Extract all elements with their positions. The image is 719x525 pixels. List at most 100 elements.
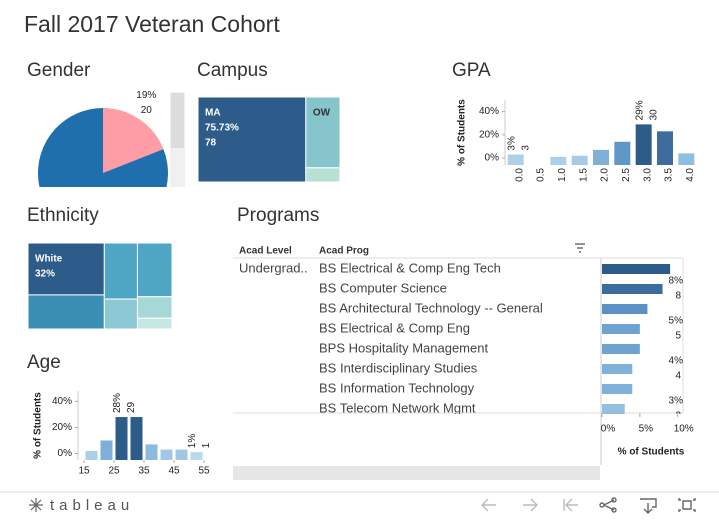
logo-text: tableau — [50, 497, 134, 514]
x-tick-label: 25 — [108, 466, 120, 477]
value-label: 19% — [136, 90, 156, 101]
row-label: BS Information Technology — [319, 380, 475, 395]
value-label: 28% — [112, 393, 123, 413]
treemap-cell — [27, 242, 105, 296]
treemap-cell — [103, 242, 138, 300]
y-tick-label: 20% — [479, 129, 499, 140]
bar — [657, 131, 673, 165]
treemap-cell — [305, 96, 341, 169]
bar — [507, 154, 524, 165]
x-tick-label: 0.0 — [514, 168, 525, 182]
bar — [602, 284, 663, 294]
value-label: 1% — [187, 434, 198, 449]
x-tick-label: 15 — [78, 466, 90, 477]
row-label: BS Interdisciplinary Studies — [319, 360, 478, 375]
x-tick-label: 55 — [198, 466, 210, 477]
y-tick-label: 0% — [485, 153, 500, 164]
count-label: 78 — [205, 138, 217, 149]
x-tick-label: 2.5 — [621, 168, 632, 182]
scroll-thumb[interactable] — [171, 93, 184, 148]
chart-title: Ethnicity — [27, 205, 99, 226]
sort-icon[interactable] — [575, 243, 585, 253]
histogram-bar — [175, 449, 188, 460]
value-label: 3% — [506, 136, 517, 151]
share-button[interactable] — [599, 497, 617, 513]
x-tick-label: 3.0 — [642, 168, 653, 182]
column-header: Acad Level — [239, 246, 292, 257]
row-label: BS Telecom Network Mgmt — [319, 400, 476, 415]
x-tick-label: 10% — [674, 424, 694, 435]
y-axis-title: % of Students — [457, 99, 468, 166]
bar — [602, 324, 640, 334]
count-label: 4 — [675, 371, 681, 382]
histogram-bar — [190, 452, 203, 460]
bar — [678, 153, 695, 165]
bar — [550, 156, 567, 165]
y-tick-label: 0% — [58, 448, 73, 459]
row-label: BS Architectural Technology -- General — [319, 300, 543, 315]
bar — [602, 344, 640, 354]
count-label: 3 — [675, 411, 681, 422]
column-header: Acad Prog — [319, 246, 369, 257]
x-tick-label: 4.0 — [685, 168, 696, 182]
count-label: 8 — [675, 291, 681, 302]
treemap-cell — [136, 317, 173, 330]
treemap-cell — [103, 298, 138, 330]
y-tick-label: 40% — [52, 396, 72, 407]
treemap-cell — [136, 296, 173, 319]
bar — [635, 124, 652, 165]
download-button[interactable] — [640, 498, 657, 514]
y-tick-label: 40% — [479, 106, 499, 117]
row-label: BS Computer Science — [319, 280, 447, 295]
count-label: 29 — [126, 401, 137, 413]
value-label: 29% — [634, 100, 645, 120]
chart-title: Gender — [27, 60, 91, 81]
value-label: 8% — [669, 276, 684, 287]
histogram-bar — [85, 450, 98, 460]
bar — [593, 149, 609, 165]
tableau-logo[interactable]: tableau — [29, 497, 134, 514]
treemap-cell — [136, 242, 173, 298]
chart-title: Campus — [197, 60, 268, 81]
pie-slice — [38, 108, 168, 187]
undo-button[interactable] — [481, 498, 496, 512]
h-scrollbar[interactable] — [233, 466, 600, 480]
x-tick-label: 1.0 — [557, 168, 568, 182]
bar — [602, 304, 648, 314]
count-label: 20 — [141, 105, 153, 116]
bar — [614, 141, 631, 165]
x-tick-label: 0% — [601, 424, 616, 435]
value-label: 75.73% — [205, 123, 239, 134]
cell-label: OW — [313, 108, 331, 119]
x-axis-title: % of Students — [618, 447, 685, 458]
treemap-cell — [27, 294, 105, 330]
histogram-bar — [115, 417, 128, 460]
fullscreen-button[interactable] — [678, 498, 696, 512]
cell-label: White — [35, 254, 63, 265]
treemap-cell — [197, 96, 307, 183]
histogram-bar — [130, 417, 143, 460]
revert-button[interactable] — [563, 498, 578, 512]
x-tick-label: 45 — [168, 466, 180, 477]
dashboard-title: Fall 2017 Veteran Cohort — [24, 11, 280, 37]
bar — [602, 384, 633, 394]
x-tick-label: 35 — [138, 466, 150, 477]
chart-title: Programs — [237, 205, 319, 226]
rows: Undergrad.. BS Electrical & Comp Eng Tech… — [239, 260, 684, 422]
y-tick-label: 20% — [52, 422, 72, 433]
redo-button[interactable] — [523, 498, 538, 512]
value-label: 5% — [669, 316, 684, 327]
value-label: 32% — [35, 269, 55, 280]
count-label: 3 — [520, 145, 531, 151]
x-tick-label: 1.5 — [578, 168, 589, 182]
cell-label: MA — [205, 108, 221, 119]
row-label: BS Electrical & Comp Eng — [319, 320, 470, 335]
bar — [602, 404, 625, 414]
row-label: BPS Hospitality Management — [319, 340, 488, 355]
treemap-cell — [305, 167, 341, 183]
count-label: 5 — [675, 331, 681, 342]
row-label: BS Electrical & Comp Eng Tech — [319, 260, 501, 275]
histogram-bar — [145, 444, 158, 460]
x-tick-label: 5% — [639, 424, 654, 435]
